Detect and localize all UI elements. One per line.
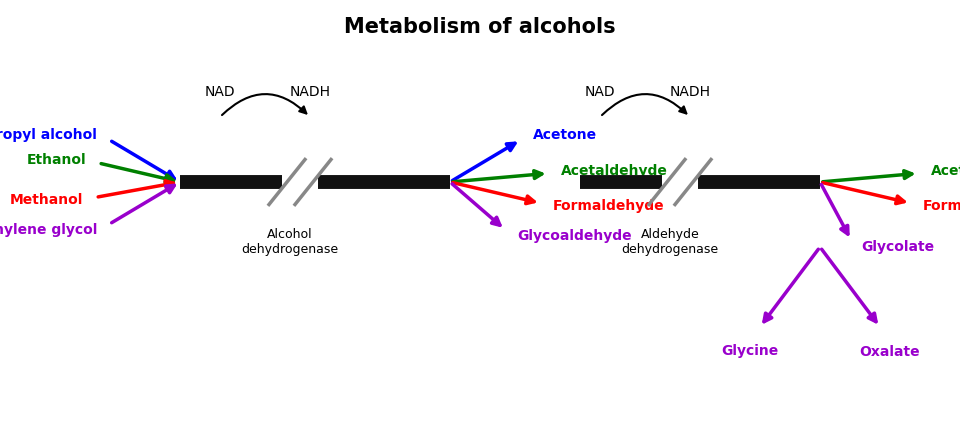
Text: Acetate: Acetate (930, 164, 960, 178)
Text: Ethanol: Ethanol (27, 153, 86, 168)
Text: Acetaldehyde: Acetaldehyde (561, 164, 667, 178)
Text: NADH: NADH (669, 85, 710, 99)
Text: NAD: NAD (585, 85, 615, 99)
Text: Aldehyde
dehydrogenase: Aldehyde dehydrogenase (621, 228, 719, 256)
Text: Oxalate: Oxalate (860, 344, 921, 359)
Text: Formate: Formate (923, 199, 960, 213)
Text: Isopropyl alcohol: Isopropyl alcohol (0, 128, 97, 142)
Text: Methanol: Methanol (10, 193, 84, 207)
Text: Glycoaldehyde: Glycoaldehyde (517, 229, 632, 243)
Text: Acetone: Acetone (533, 128, 597, 142)
Text: NADH: NADH (290, 85, 330, 99)
Text: NAD: NAD (204, 85, 235, 99)
Text: Alcohol
dehydrogenase: Alcohol dehydrogenase (241, 228, 339, 256)
Text: Metabolism of alcohols: Metabolism of alcohols (345, 17, 615, 37)
Text: Ethylene glycol: Ethylene glycol (0, 223, 97, 237)
Text: Formaldehyde: Formaldehyde (553, 199, 664, 213)
Text: Glycine: Glycine (721, 344, 779, 359)
Text: Glycolate: Glycolate (861, 241, 934, 254)
